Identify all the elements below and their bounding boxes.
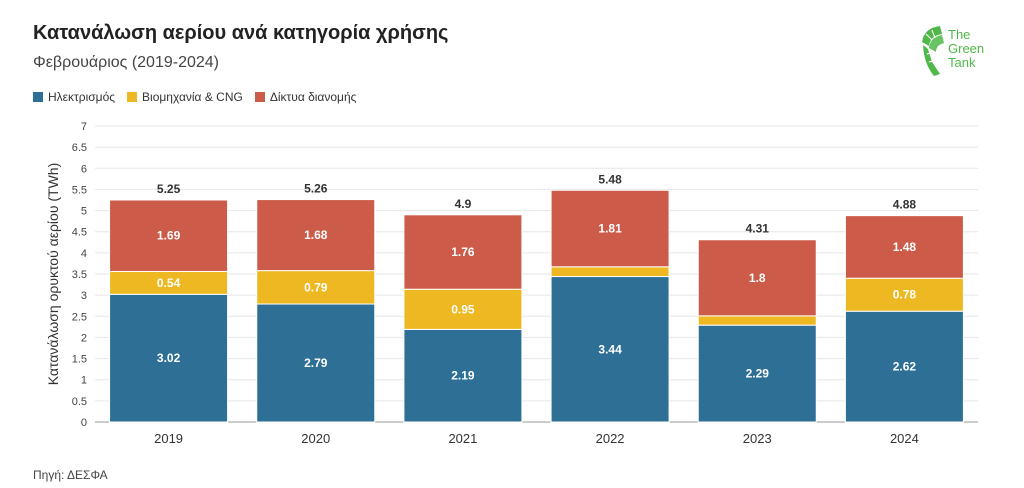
y-tick-label: 1.5 xyxy=(72,354,87,366)
x-tick-label: 2024 xyxy=(890,431,919,446)
y-tick-label: 4 xyxy=(81,248,87,260)
legend-label: Ηλεκτρισμός xyxy=(48,90,116,104)
logo-text-line1: The xyxy=(948,27,970,42)
data-label: 3.44 xyxy=(598,342,622,356)
legend: Ηλεκτρισμός Βιομηχανία & CNG Δίκτυα διανομ… xyxy=(33,90,356,104)
bar-segment xyxy=(256,303,376,423)
chart-title: Κατανάλωση αερίου ανά κατηγορία χρήσης xyxy=(33,22,449,44)
bar-segment xyxy=(697,239,817,317)
y-tick-label: 6.5 xyxy=(72,142,87,154)
green-tank-logo: The Green Tank xyxy=(922,26,984,76)
legend-label: Βιομηχανία & CNG xyxy=(142,90,243,104)
y-tick-label: 5.5 xyxy=(72,184,87,196)
y-tick-label: 1 xyxy=(81,375,87,387)
data-label: 0.54 xyxy=(157,276,181,290)
bar-segment xyxy=(256,199,376,272)
data-label: 2.62 xyxy=(893,360,917,374)
legend-swatch xyxy=(254,92,265,102)
data-label: 1.8 xyxy=(749,271,766,285)
data-label: 1.81 xyxy=(598,222,622,236)
y-tick-label: 6 xyxy=(81,163,87,175)
x-tick-label: 2019 xyxy=(154,431,183,446)
leaf-grid-icon xyxy=(922,26,944,76)
data-label: 0.78 xyxy=(893,288,917,302)
bar-segment xyxy=(403,288,523,330)
legend-item: Δίκτυα διανομής xyxy=(254,90,357,104)
total-label: 5.26 xyxy=(304,182,328,196)
x-tick-label: 2020 xyxy=(301,431,330,446)
y-tick-label: 0 xyxy=(81,417,87,429)
data-label: 3.02 xyxy=(157,351,181,365)
y-tick-label: 3 xyxy=(81,290,87,302)
data-label: 2.79 xyxy=(304,356,328,370)
source-note: Πηγή: ΔΕΣΦΑ xyxy=(33,468,108,482)
x-tick-label: 2022 xyxy=(596,431,625,446)
bar-segment xyxy=(109,199,229,272)
data-label: 2.29 xyxy=(746,367,770,381)
y-tick-label: 2.5 xyxy=(72,311,87,323)
data-label: 0.79 xyxy=(304,280,328,294)
y-axis-title: Κατανάλωση ορυκτού αερίου (TWh) xyxy=(45,163,61,386)
legend-swatch xyxy=(127,92,138,102)
bar-segment xyxy=(844,277,964,312)
bar-segment xyxy=(844,310,964,423)
y-tick-label: 2 xyxy=(81,332,87,344)
data-label: 2.19 xyxy=(451,369,475,383)
y-tick-label: 3.5 xyxy=(72,269,87,281)
bar-segment xyxy=(550,189,670,268)
x-tick-label: 2021 xyxy=(448,431,477,446)
logo-text-line2: Green xyxy=(948,41,984,56)
y-tick-label: 7 xyxy=(81,121,87,133)
logo-text-line3: Tank xyxy=(948,55,976,70)
bar-segment xyxy=(697,315,817,326)
y-tick-label: 5 xyxy=(81,206,87,218)
legend-item: Ηλεκτρισμός xyxy=(33,90,115,104)
bar-segment xyxy=(697,324,817,423)
data-label: 1.76 xyxy=(451,245,475,259)
x-tick-label: 2023 xyxy=(743,431,772,446)
total-label: 4.88 xyxy=(893,198,917,212)
total-label: 5.48 xyxy=(598,172,622,186)
legend-item: Βιομηχανία & CNG xyxy=(127,90,243,104)
data-label: 0.95 xyxy=(451,302,475,316)
total-label: 5.25 xyxy=(157,182,181,196)
data-label: 1.69 xyxy=(157,229,181,243)
chart-subtitle: Φεβρουάριος (2019-2024) xyxy=(33,54,219,71)
bar-segment xyxy=(403,214,523,290)
data-label: 1.68 xyxy=(304,228,328,242)
total-label: 4.31 xyxy=(746,222,770,236)
bar-segment xyxy=(550,276,670,423)
bar-segment xyxy=(109,293,229,423)
legend-swatch xyxy=(33,92,43,102)
bar-segment xyxy=(550,266,670,278)
bar-segment xyxy=(844,215,964,279)
data-label: 1.48 xyxy=(893,240,917,254)
y-tick-label: 0.5 xyxy=(72,396,87,408)
total-label: 4.9 xyxy=(455,197,472,211)
legend-label: Δίκτυα διανομής xyxy=(269,90,357,104)
y-tick-label: 4.5 xyxy=(72,227,87,239)
bar-segment xyxy=(403,328,523,423)
